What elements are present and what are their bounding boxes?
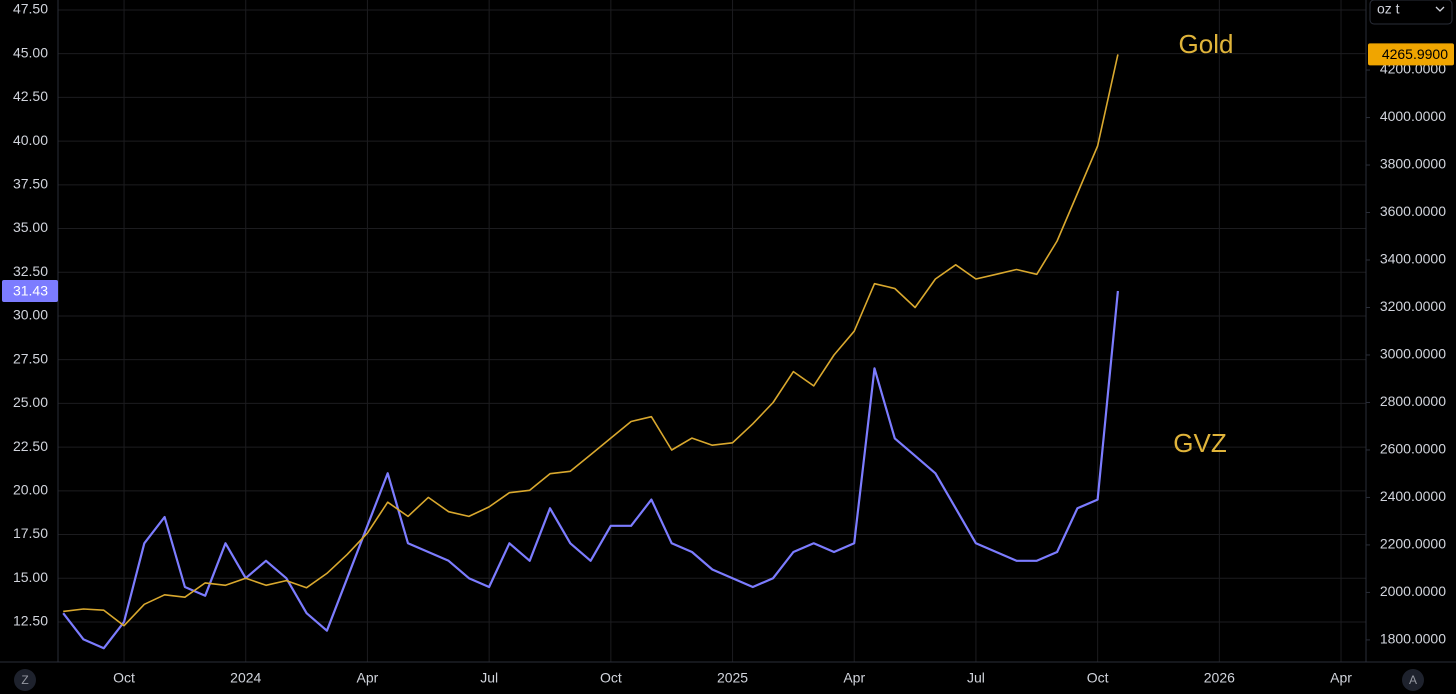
unit-chevron	[1435, 6, 1445, 12]
x-tick-label: Jul	[967, 670, 985, 686]
y-tick-label: 35.00	[13, 219, 48, 235]
y-tick-label: 45.00	[13, 44, 48, 60]
x-tick-label: Oct	[113, 670, 135, 686]
y-tick-label: 25.00	[13, 394, 48, 410]
y2-tick-label: 3000.0000	[1380, 346, 1446, 362]
annotation: GVZ	[1173, 428, 1227, 458]
x-tick-label: 2026	[1204, 670, 1235, 686]
x-tick-label: 2024	[230, 670, 261, 686]
y-tick-label: 30.00	[13, 307, 48, 323]
y2-tick-label: 2400.0000	[1380, 488, 1446, 504]
last-value-label: 31.43	[13, 283, 48, 299]
z-button-label[interactable]: Z	[21, 673, 28, 687]
last-value-label: 4265.9900	[1382, 46, 1448, 62]
x-tick-label: Jul	[480, 670, 498, 686]
y2-tick-label: 2000.0000	[1380, 583, 1446, 599]
x-tick-label: Apr	[843, 670, 865, 686]
y2-tick-label: 3400.0000	[1380, 251, 1446, 267]
y-tick-label: 32.50	[13, 263, 48, 279]
y2-tick-label: 2800.0000	[1380, 393, 1446, 409]
grid	[58, 0, 1366, 662]
y-tick-label: 17.50	[13, 525, 48, 541]
series-line	[62, 290, 1119, 650]
last-value-badge	[2, 279, 58, 302]
y-tick-label: 37.50	[13, 176, 48, 192]
a-button-label[interactable]: A	[1409, 673, 1417, 687]
unit-label[interactable]: oz t	[1377, 1, 1400, 17]
y2-tick-label: 1800.0000	[1380, 631, 1446, 647]
unit-selector[interactable]	[1369, 0, 1453, 25]
y-tick-label: 42.50	[13, 88, 48, 104]
y-tick-label: 15.00	[13, 569, 48, 585]
x-tick-label: Apr	[1330, 670, 1352, 686]
a-button[interactable]	[1402, 669, 1424, 691]
y2-tick-label: 2200.0000	[1380, 536, 1446, 552]
plot	[62, 54, 1119, 650]
y-tick-label: 27.50	[13, 350, 48, 366]
y-tick-label: 47.50	[13, 1, 48, 17]
y-tick-label: 40.00	[13, 132, 48, 148]
y-tick-label: 22.50	[13, 438, 48, 454]
x-tick-label: 2025	[717, 670, 748, 686]
annotation: Gold	[1179, 29, 1234, 59]
z-button[interactable]	[14, 669, 36, 691]
last-value-badge	[1368, 43, 1454, 66]
y-tick-label: 20.00	[13, 482, 48, 498]
x-tick-label: Oct	[1087, 670, 1109, 686]
y2-tick-label: 3800.0000	[1380, 156, 1446, 172]
y2-tick-label: 3200.0000	[1380, 298, 1446, 314]
y2-tick-label: 4000.0000	[1380, 108, 1446, 124]
y-tick-label: 12.50	[13, 613, 48, 629]
y2-tick-label: 3600.0000	[1380, 203, 1446, 219]
x-tick-label: Apr	[357, 670, 379, 686]
series-line	[63, 54, 1119, 627]
y2-tick-label: 2600.0000	[1380, 441, 1446, 457]
x-tick-label: Oct	[600, 670, 622, 686]
